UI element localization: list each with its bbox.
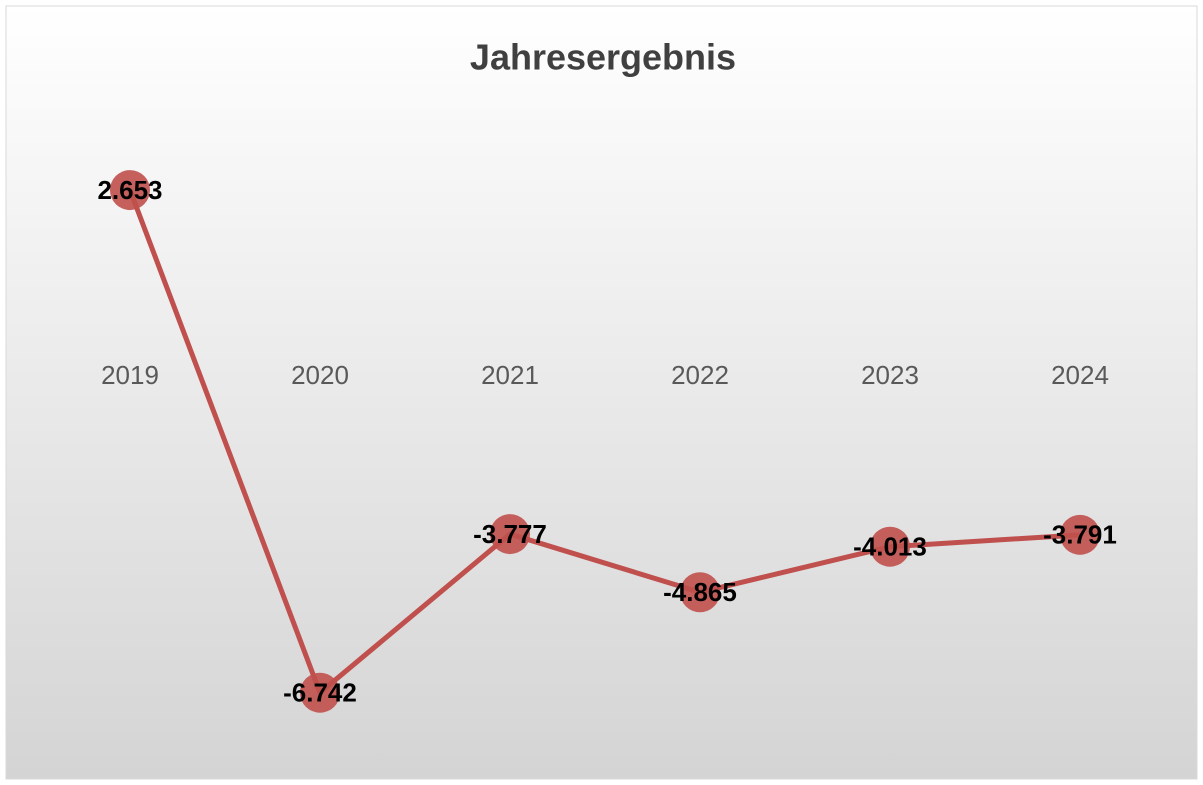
x-tick-label: 2024 <box>1051 360 1109 390</box>
data-label: -3.791 <box>1043 520 1117 550</box>
data-label: -3.777 <box>473 519 547 549</box>
data-label: -4.013 <box>853 532 927 562</box>
data-point <box>110 170 150 211</box>
x-tick-label: 2020 <box>291 360 349 390</box>
data-label: 2.653 <box>97 175 162 205</box>
data-label: -4.865 <box>663 577 737 607</box>
data-point <box>870 526 910 567</box>
data-point <box>490 514 530 555</box>
chart-background <box>5 5 1198 780</box>
data-line <box>127 189 1081 696</box>
data-point <box>300 672 340 713</box>
data-point <box>1060 514 1100 555</box>
x-tick-label: 2022 <box>671 360 729 390</box>
data-point <box>680 572 720 613</box>
x-tick-label: 2021 <box>481 360 539 390</box>
chart-title: Jahresergebnis <box>470 37 736 78</box>
data-label: -6.742 <box>283 678 357 708</box>
x-tick-label: 2019 <box>101 360 159 390</box>
x-tick-label: 2023 <box>861 360 919 390</box>
